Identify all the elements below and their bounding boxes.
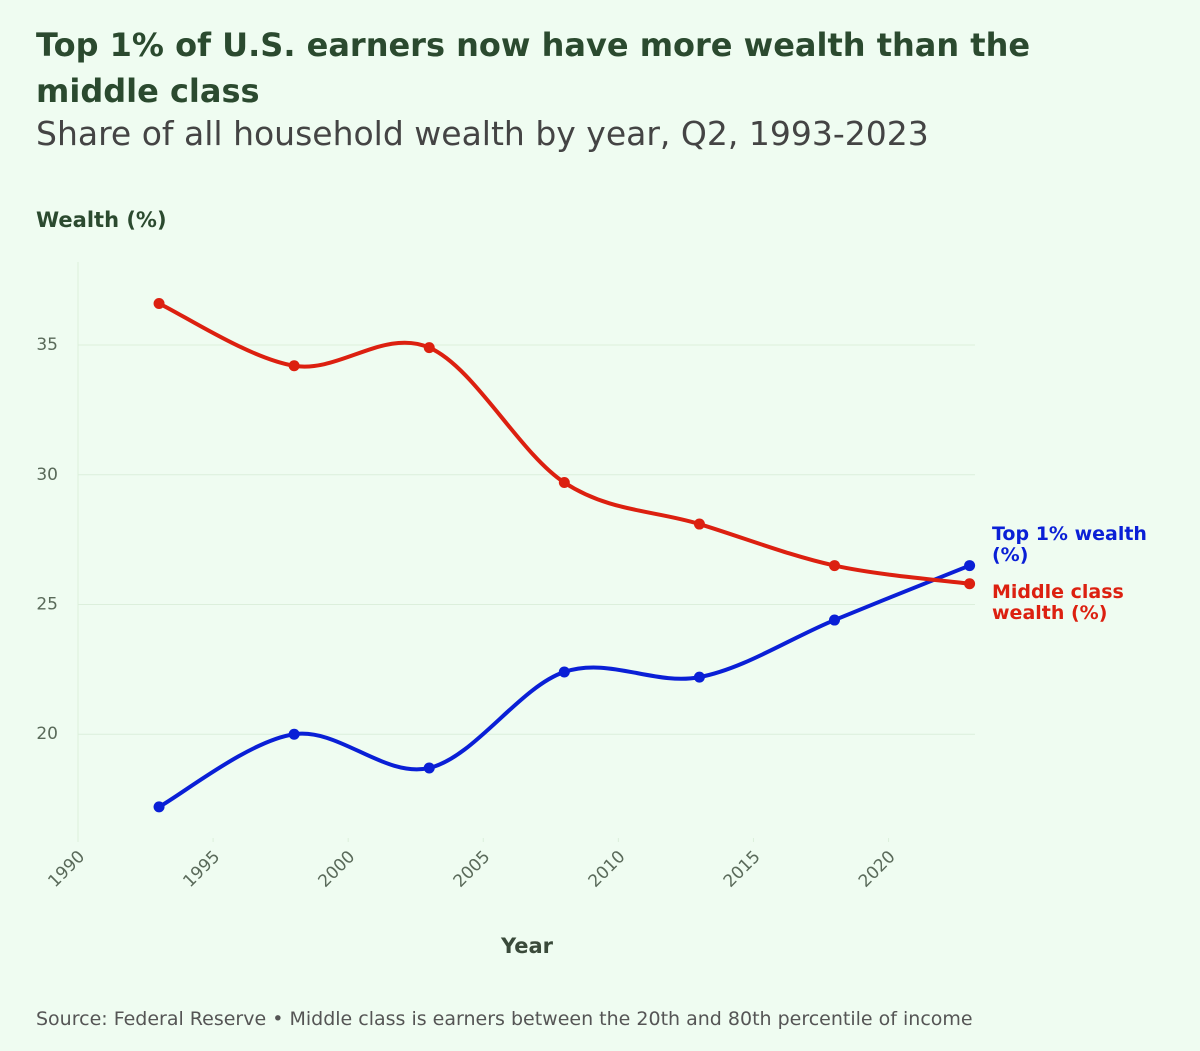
x-tick-label: 1990 xyxy=(44,847,89,892)
data-point xyxy=(693,518,705,530)
y-tick-label: 25 xyxy=(36,594,58,614)
y-tick-label: 20 xyxy=(36,724,58,744)
y-axis-title: Wealth (%) xyxy=(36,208,167,232)
x-axis-title: Year xyxy=(500,934,554,958)
data-point xyxy=(829,614,841,626)
data-point xyxy=(153,801,165,813)
series-line xyxy=(158,301,970,586)
data-point xyxy=(558,666,570,678)
chart-title: Top 1% of U.S. earners now have more wea… xyxy=(36,26,1031,110)
y-tick-label: 35 xyxy=(36,335,58,355)
series-line xyxy=(158,563,971,809)
x-tick-label: 2010 xyxy=(585,847,630,892)
series-label: Middle class wealth (%) xyxy=(992,580,1124,624)
data-point xyxy=(558,477,570,489)
series-label: Top 1% wealth (%) xyxy=(992,522,1147,566)
chart-subtitle: Share of all household wealth by year, Q… xyxy=(36,114,929,153)
data-point xyxy=(423,762,435,774)
source-note: Source: Federal Reserve • Middle class i… xyxy=(36,1008,973,1030)
x-tick-label: 2000 xyxy=(315,847,360,892)
data-point xyxy=(693,671,705,683)
data-point xyxy=(964,560,976,572)
data-point xyxy=(288,728,300,740)
x-tick-label: 1995 xyxy=(179,847,224,892)
x-tick-label: 2015 xyxy=(720,847,765,892)
y-tick-label: 30 xyxy=(36,465,58,485)
x-tick-label: 2020 xyxy=(855,847,900,892)
x-tick-label: 2005 xyxy=(450,847,495,892)
data-point xyxy=(153,298,165,310)
data-point xyxy=(829,560,841,572)
data-point xyxy=(964,578,976,590)
data-point xyxy=(288,360,300,372)
data-point xyxy=(423,342,435,354)
